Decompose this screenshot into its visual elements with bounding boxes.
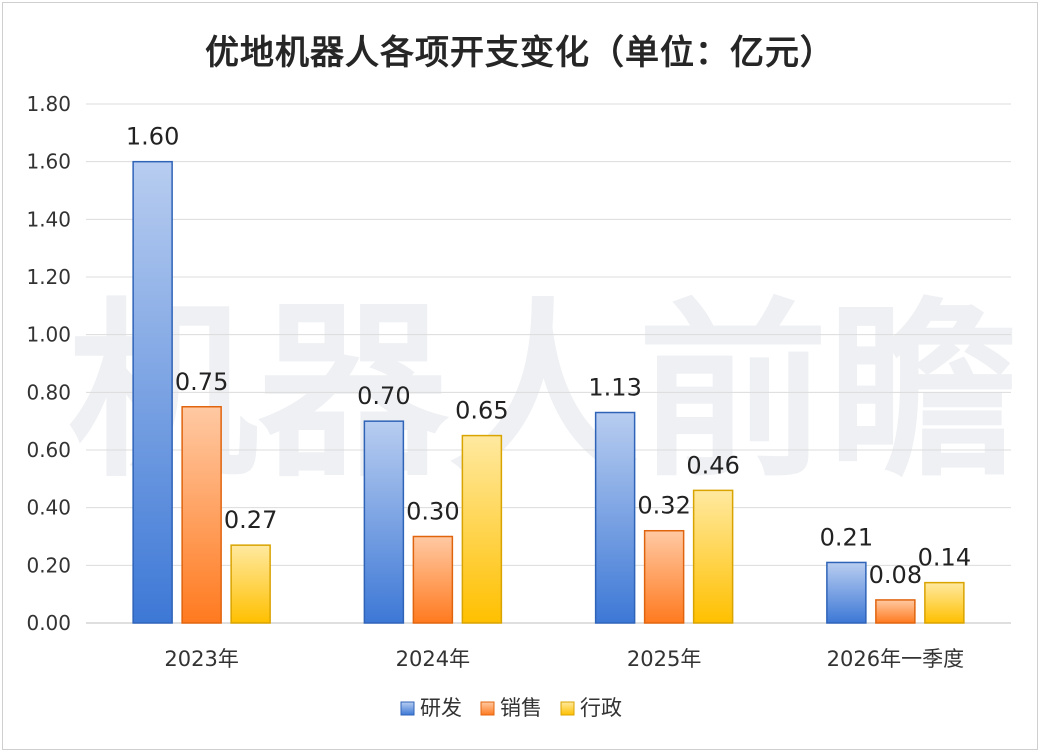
legend-swatch-行政 xyxy=(560,701,575,716)
bar-销售-2023年 xyxy=(181,406,222,624)
y-tick-label: 0.00 xyxy=(26,611,71,635)
bar-chart: 机器人前瞻 0.000.200.400.600.801.001.201.401.… xyxy=(26,92,1018,720)
data-label: 0.46 xyxy=(686,451,739,479)
y-tick-label: 0.80 xyxy=(26,380,71,404)
data-label: 0.27 xyxy=(224,506,277,534)
bar-销售-2026年一季度 xyxy=(875,599,916,624)
data-label: 1.13 xyxy=(588,374,641,402)
legend-swatch-研发 xyxy=(400,701,415,716)
data-label: 0.14 xyxy=(918,544,971,572)
data-label: 0.75 xyxy=(175,368,228,396)
bar-行政-2025年 xyxy=(692,489,734,624)
bar-研发-2024年 xyxy=(363,420,405,624)
x-category-label: 2025年 xyxy=(627,647,701,671)
legend-label-研发: 研发 xyxy=(420,696,462,720)
data-label: 0.21 xyxy=(820,523,873,551)
data-label: 1.60 xyxy=(126,123,179,151)
bar-行政-2023年 xyxy=(230,544,271,624)
legend-label-销售: 销售 xyxy=(500,696,542,720)
x-category-label: 2026年一季度 xyxy=(827,647,964,671)
legend-label-行政: 行政 xyxy=(580,696,622,720)
y-tick-label: 0.40 xyxy=(26,496,71,520)
data-label: 0.32 xyxy=(637,492,690,520)
y-tick-label: 0.60 xyxy=(26,438,71,462)
legend-swatch-销售 xyxy=(480,701,495,716)
y-tick-label: 1.20 xyxy=(26,265,71,289)
x-category-label: 2024年 xyxy=(396,647,470,671)
bar-销售-2025年 xyxy=(643,529,685,624)
data-label: 0.08 xyxy=(869,561,922,589)
y-tick-label: 0.20 xyxy=(26,553,71,577)
chart-title: 优地机器人各项开支变化（单位：亿元） xyxy=(205,33,835,73)
bar-研发-2026年一季度 xyxy=(826,561,867,624)
data-label: 0.65 xyxy=(455,397,508,425)
data-label: 0.70 xyxy=(357,382,410,410)
y-tick-label: 1.40 xyxy=(26,207,71,231)
y-tick-label: 1.80 xyxy=(26,92,71,116)
bar-行政-2024年 xyxy=(461,434,503,624)
bar-行政-2026年一季度 xyxy=(924,581,965,624)
y-tick-label: 1.60 xyxy=(26,150,71,174)
bar-销售-2024年 xyxy=(412,535,454,624)
x-category-label: 2023年 xyxy=(164,647,238,671)
data-label: 0.30 xyxy=(406,498,459,526)
bar-研发-2023年 xyxy=(132,160,173,624)
bar-研发-2025年 xyxy=(594,411,636,624)
y-tick-label: 1.00 xyxy=(26,323,71,347)
